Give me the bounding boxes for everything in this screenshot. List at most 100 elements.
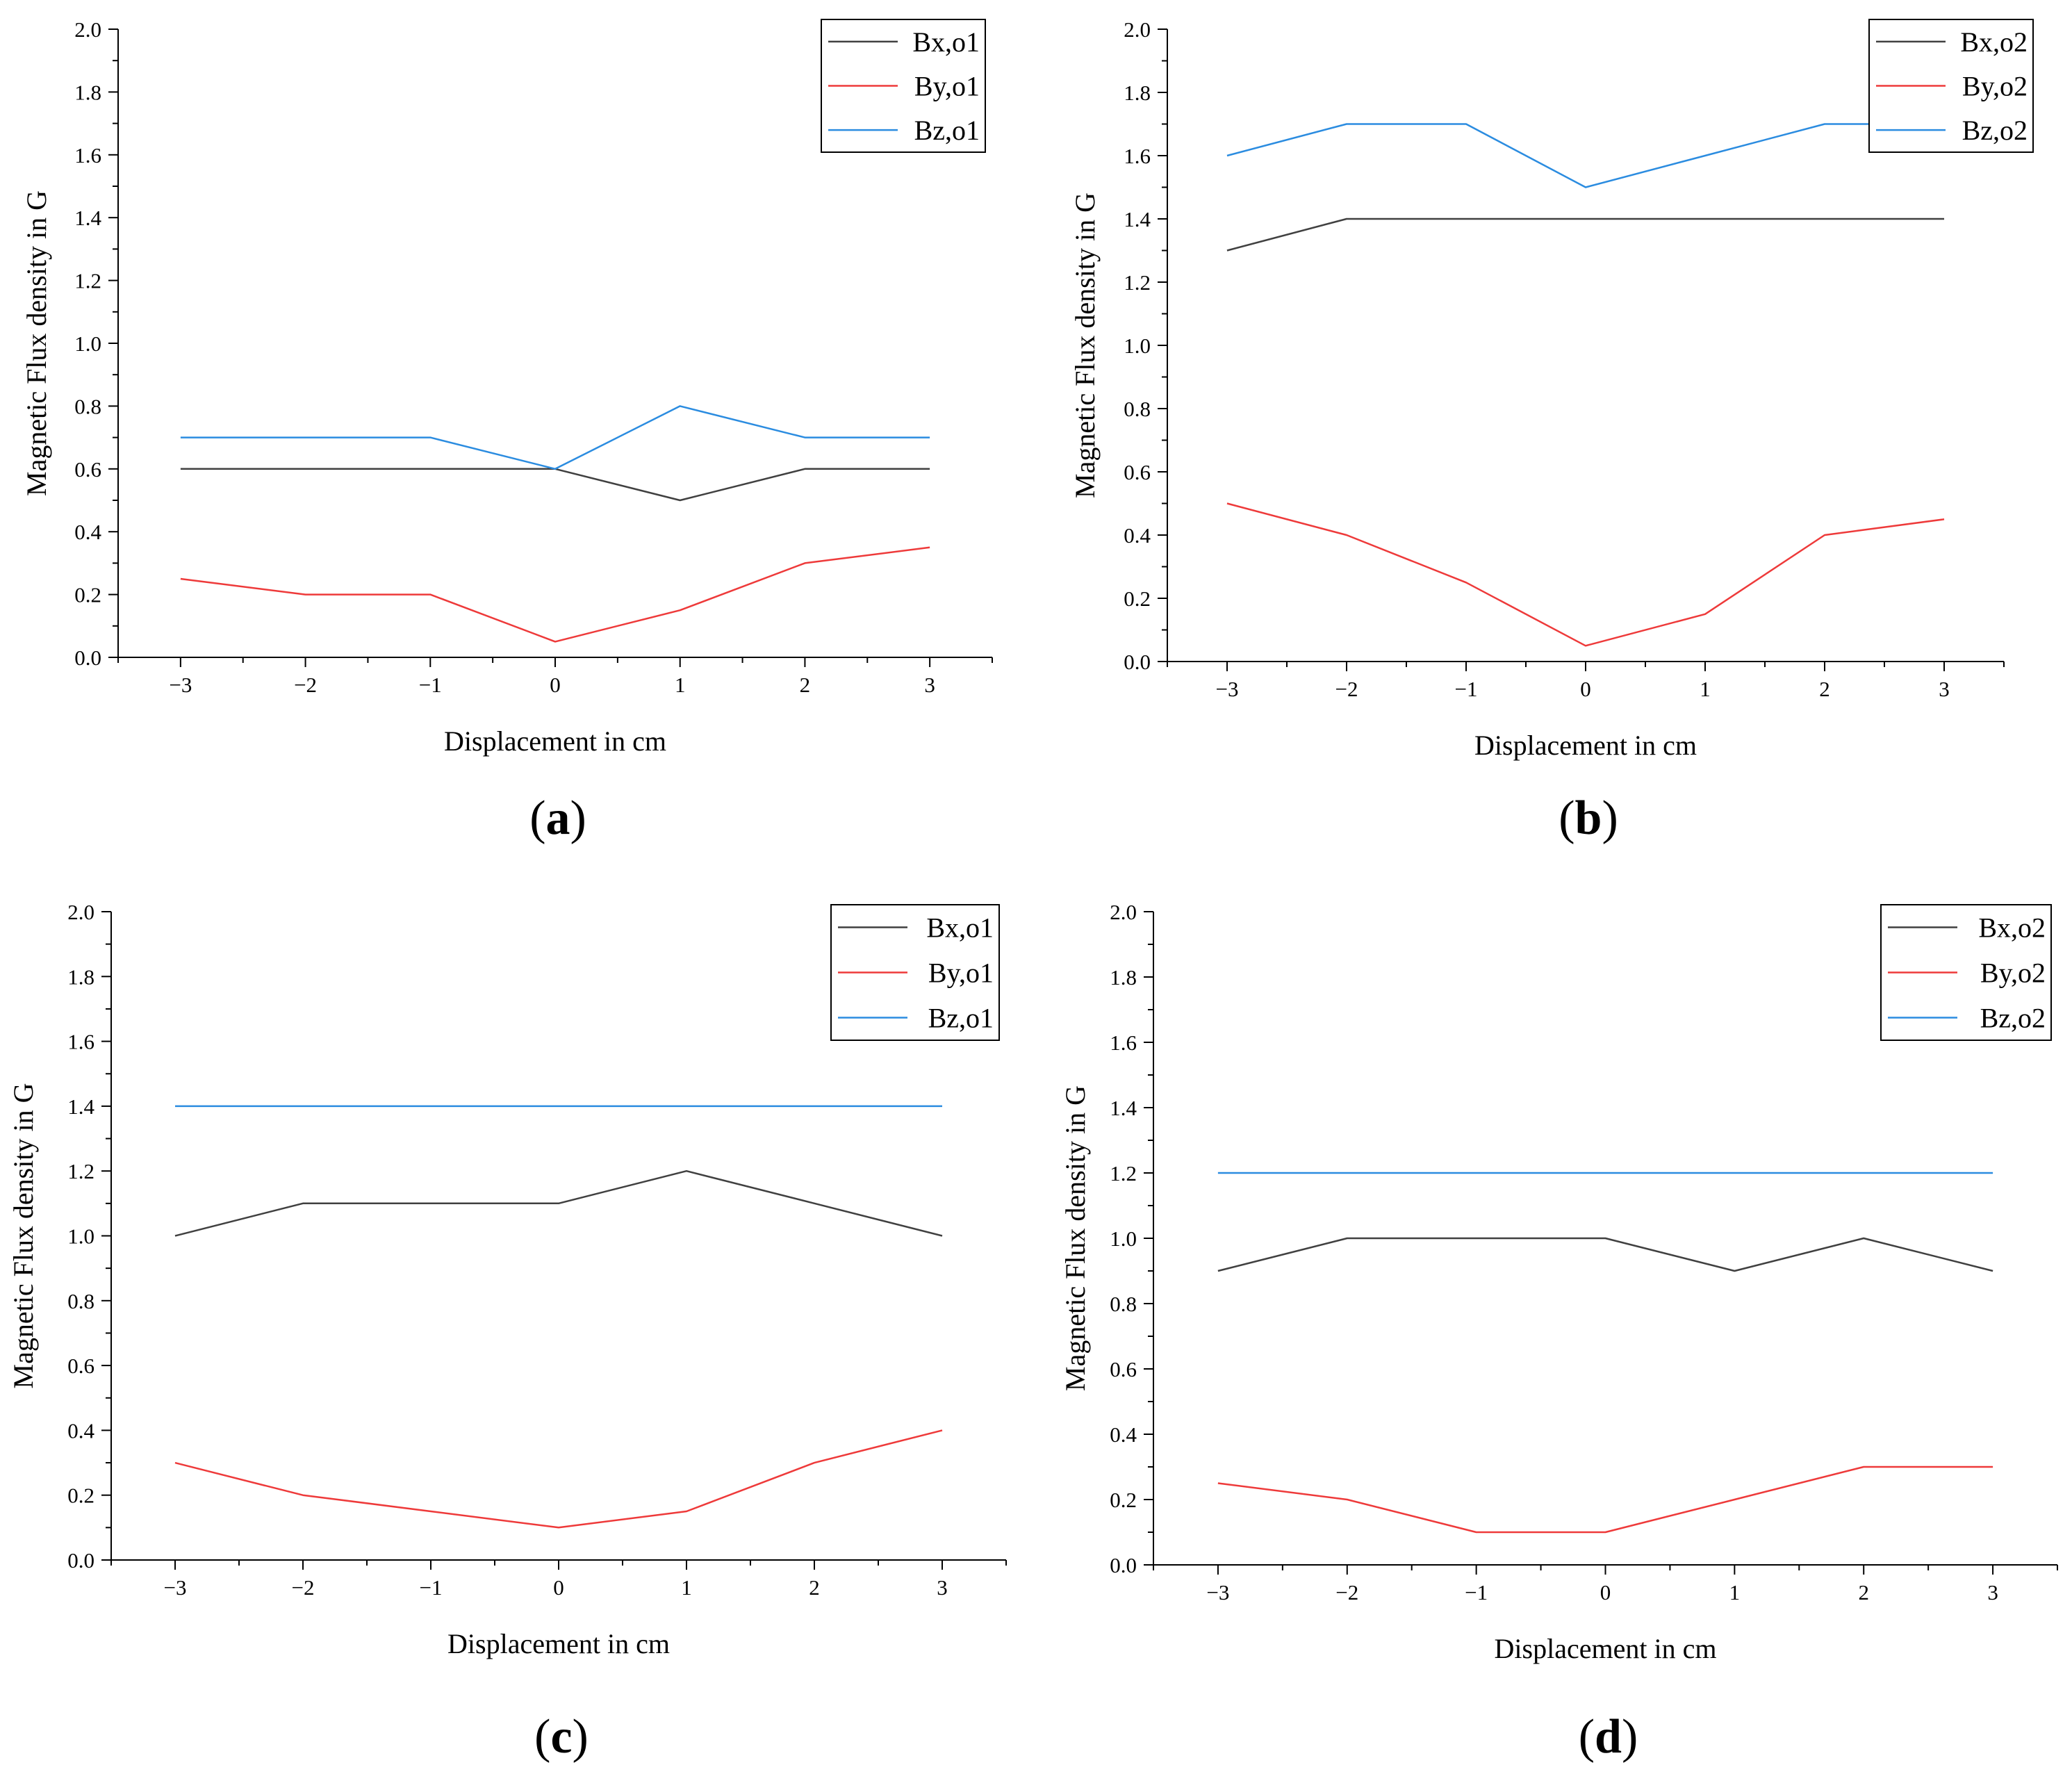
y-axis-title: Magnetic Flux density in G	[21, 190, 52, 496]
x-tick-label: −3	[164, 1575, 187, 1600]
y-tick-label: 1.6	[74, 143, 101, 167]
legend-label: Bx,o1	[912, 26, 980, 58]
y-axis-title: Magnetic Flux density in G	[1069, 192, 1101, 498]
x-tick-label: 1	[675, 673, 686, 697]
y-tick-label: 1.6	[67, 1030, 94, 1054]
legend-label: Bz,o1	[928, 1003, 994, 1034]
legend: Bx,o2 By,o2 Bz,o2	[1868, 19, 2034, 153]
legend-label: By,o1	[928, 958, 994, 989]
legend: Bx,o1 By,o1 Bz,o1	[830, 904, 1000, 1041]
x-tick-label: −1	[420, 1575, 443, 1600]
x-tick-label: 3	[937, 1575, 948, 1600]
x-axis-title: Displacement in cm	[444, 725, 666, 757]
y-tick-label: 0.4	[74, 520, 101, 544]
y-axis-title: Magnetic Flux density in G	[8, 1083, 39, 1389]
y-tick-label: 2.0	[74, 17, 101, 42]
x-tick-label: 2	[809, 1575, 820, 1600]
y-tick-label: 1.0	[74, 331, 101, 356]
y-tick-label: 0.4	[1110, 1422, 1137, 1447]
panel-caption: (b)	[1559, 791, 1618, 845]
y-tick-label: 1.6	[1110, 1031, 1137, 1055]
x-tick-label: 2	[800, 673, 811, 697]
x-tick-label: −1	[1465, 1580, 1488, 1604]
y-tick-label: 0.0	[1110, 1553, 1137, 1577]
x-axis-title: Displacement in cm	[447, 1628, 670, 1659]
chart-d: 0.0 0.2 0.4 0.6 0.8 1.0 1.2 1.4 1.6 1.8 2.0 −3 −2 −1 0…	[1060, 900, 2058, 1764]
x-axis-title: Displacement in cm	[1495, 1633, 1717, 1664]
y-tick-label: 0.2	[74, 583, 101, 607]
y-tick-label: 1.4	[1110, 1096, 1137, 1120]
y-tick-label: 0.6	[67, 1354, 94, 1378]
x-tick-label: 0	[1600, 1580, 1611, 1604]
y-tick-label: 2.0	[1124, 17, 1151, 42]
x-tick-label: 2	[1819, 677, 1830, 701]
y-tick-label: 0.8	[1110, 1292, 1137, 1316]
x-tick-label: 1	[1700, 677, 1711, 701]
x-tick-label: −2	[1335, 1580, 1358, 1604]
legend: Bx,o2 By,o2 Bz,o2	[1880, 904, 2052, 1041]
y-tick-label: 1.0	[67, 1224, 94, 1249]
y-tick-label: 1.4	[74, 206, 101, 230]
x-tick-label: −1	[1455, 677, 1478, 701]
legend-label: Bx,o2	[1978, 912, 2046, 944]
y-tick-label: 1.0	[1110, 1226, 1137, 1251]
y-tick-label: 1.2	[74, 269, 101, 293]
panel-caption: (d)	[1579, 1710, 1638, 1764]
y-tick-label: 0.0	[74, 646, 101, 670]
y-tick-label: 1.8	[67, 964, 94, 989]
legend: Bx,o1 By,o1 Bz,o1	[821, 19, 986, 153]
chart-b: 0.0 0.2 0.4 0.6 0.8 1.0 1.2 1.4 1.6 1.8 2.0 −3 −2 −1 0…	[1069, 17, 2034, 845]
y-tick-label: 1.8	[74, 80, 101, 104]
y-tick-label: 0.2	[1110, 1488, 1137, 1512]
y-tick-label: 1.8	[1124, 81, 1151, 105]
y-tick-label: 1.4	[67, 1094, 94, 1119]
y-tick-label: 1.6	[1124, 144, 1151, 168]
y-tick-label: 1.4	[1124, 207, 1151, 231]
y-tick-label: 0.6	[74, 457, 101, 482]
x-tick-label: −2	[294, 673, 317, 697]
x-tick-label: 2	[1858, 1580, 1869, 1604]
y-tick-label: 0.4	[67, 1418, 94, 1443]
y-tick-label: 0.4	[1124, 523, 1151, 548]
y-tick-label: 1.8	[1110, 965, 1137, 990]
x-tick-label: 3	[1939, 677, 1950, 701]
x-tick-label: 3	[924, 673, 935, 697]
legend-label: Bx,o1	[926, 912, 994, 944]
x-tick-label: 0	[550, 673, 561, 697]
y-tick-label: 0.8	[1124, 397, 1151, 421]
y-tick-label: 1.2	[1110, 1161, 1137, 1185]
x-tick-label: 1	[681, 1575, 692, 1600]
y-tick-label: 1.2	[1124, 270, 1151, 295]
x-tick-label: 1	[1729, 1580, 1741, 1604]
chart-a: 0.0 0.2 0.4 0.6 0.8 1.0 1.2 1.4 1.6 1.8 2.0 −3 −2 −1 0…	[21, 17, 993, 845]
y-tick-label: 1.0	[1124, 334, 1151, 358]
x-tick-label: −3	[1216, 677, 1239, 701]
legend-label: By,o2	[1980, 958, 2046, 989]
y-tick-label: 2.0	[1110, 900, 1137, 924]
legend-label: Bx,o2	[1960, 26, 2028, 58]
panel-caption: (a)	[529, 791, 586, 845]
panel-caption: (c)	[534, 1710, 589, 1764]
y-tick-label: 0.6	[1110, 1357, 1137, 1381]
x-tick-label: −3	[1206, 1580, 1229, 1604]
y-tick-label: 0.0	[1124, 650, 1151, 674]
legend-label: Bz,o2	[1980, 1003, 2046, 1034]
y-tick-label: 0.2	[1124, 586, 1151, 611]
legend-label: By,o2	[1962, 71, 2028, 102]
x-tick-label: 3	[1987, 1580, 1998, 1604]
legend-label: Bz,o2	[1962, 115, 2028, 146]
x-axis-title: Displacement in cm	[1474, 730, 1697, 761]
legend-label: Bz,o1	[914, 115, 980, 146]
y-tick-label: 0.0	[67, 1548, 94, 1573]
y-tick-label: 0.8	[67, 1289, 94, 1313]
legend-label: By,o1	[914, 71, 980, 102]
x-tick-label: 0	[1580, 677, 1591, 701]
x-tick-label: −1	[419, 673, 442, 697]
y-tick-label: 0.6	[1124, 460, 1151, 484]
x-tick-label: −3	[169, 673, 192, 697]
y-tick-label: 0.2	[67, 1484, 94, 1508]
chart-c: 0.0 0.2 0.4 0.6 0.8 1.0 1.2 1.4 1.6 1.8 2.0 −3 −2 −1 0…	[8, 900, 1007, 1764]
y-tick-label: 2.0	[67, 900, 94, 924]
